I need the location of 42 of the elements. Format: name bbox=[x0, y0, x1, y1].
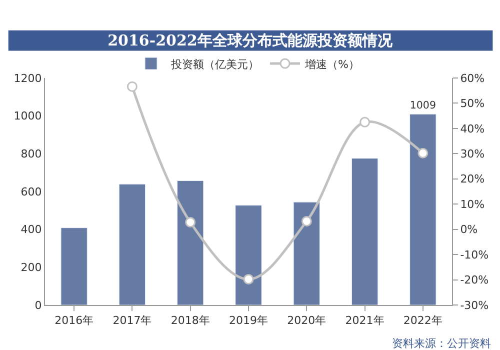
y-tick-label: 800 bbox=[20, 148, 42, 161]
x-tick-label: 2018年 bbox=[170, 314, 210, 328]
legend-label: 增速（%） bbox=[304, 58, 360, 71]
bar bbox=[235, 205, 262, 305]
y2-tick-label: -20% bbox=[460, 274, 489, 287]
y-tick-label: 200 bbox=[20, 261, 42, 274]
chart-title: 2016-2022年全球分布式能源投资额情况 bbox=[108, 32, 394, 50]
data-label: 1009 bbox=[410, 99, 436, 112]
point bbox=[126, 81, 138, 92]
y-tick-label: 1000 bbox=[14, 110, 42, 123]
legend-label: 投资额（亿美元） bbox=[170, 58, 259, 71]
bar bbox=[177, 180, 204, 305]
y2-tick-label: 20% bbox=[460, 172, 485, 186]
x-tick-label: 2021年 bbox=[345, 314, 384, 328]
y-tick-label: 0 bbox=[34, 298, 42, 312]
x-tick-label: 2019年 bbox=[229, 314, 268, 328]
bar bbox=[60, 228, 88, 305]
point bbox=[185, 217, 196, 228]
y-tick-label: 1200 bbox=[14, 72, 42, 85]
bar bbox=[410, 114, 436, 305]
y2-tick-label: 0% bbox=[460, 223, 478, 236]
x-tick-label: 2016年 bbox=[54, 314, 94, 328]
x-tick-label: 2022年 bbox=[403, 314, 442, 328]
bar bbox=[293, 202, 320, 305]
point bbox=[301, 216, 312, 227]
bar bbox=[118, 184, 146, 305]
x-tick-label: 2017年 bbox=[112, 314, 152, 328]
y2-tick-label: 40% bbox=[460, 122, 485, 136]
y2-tick-label: 50% bbox=[460, 97, 485, 110]
y2-tick-label: 60% bbox=[460, 72, 485, 85]
y2-tick-label: -30% bbox=[460, 298, 489, 312]
point bbox=[243, 274, 254, 285]
y2-tick-label: 30% bbox=[460, 148, 485, 161]
point bbox=[418, 148, 428, 158]
y2-tick-label: -10% bbox=[460, 248, 489, 262]
bar bbox=[351, 158, 378, 305]
text: 资料来源：公开资料 bbox=[392, 337, 491, 350]
y2-tick-label: 10% bbox=[460, 198, 485, 211]
point bbox=[360, 116, 370, 128]
y-tick-label: 400 bbox=[20, 223, 42, 236]
y-tick-label: 600 bbox=[20, 185, 42, 198]
x-tick-label: 2020年 bbox=[287, 314, 326, 328]
